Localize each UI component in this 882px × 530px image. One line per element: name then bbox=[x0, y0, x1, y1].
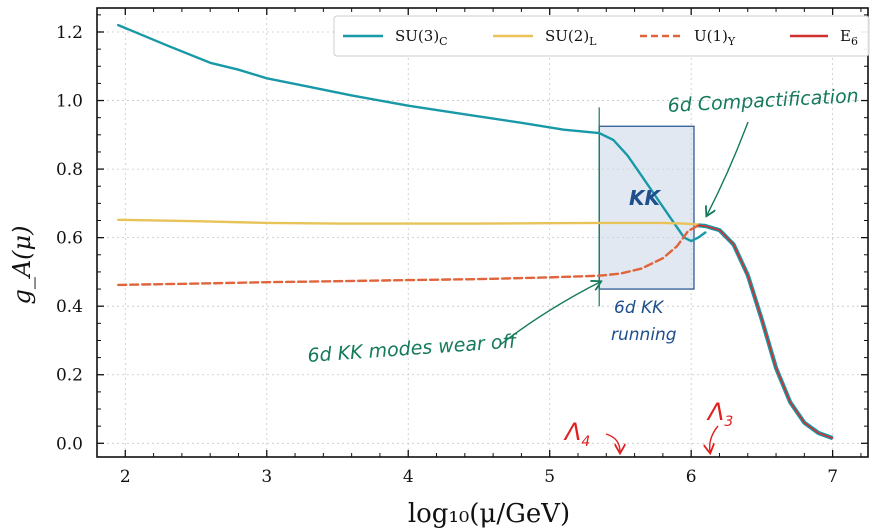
lambda3-sub: 3 bbox=[724, 414, 733, 430]
lambda4-sub: 4 bbox=[581, 434, 590, 450]
series-line-u1-y bbox=[117, 224, 700, 287]
plot-frame bbox=[96, 7, 869, 458]
y-tick-label: 0.4 bbox=[56, 297, 83, 317]
modes-wear-off-label: 6d KK modes wear off bbox=[307, 330, 519, 367]
legend-sub-su2: L bbox=[589, 35, 597, 48]
series-layer bbox=[117, 23, 834, 441]
x-axis-label: log₁₀(μ/GeV) bbox=[408, 499, 570, 529]
legend-label-u1: U(1)Y bbox=[694, 27, 736, 48]
legend-sub-u1: Y bbox=[727, 35, 736, 48]
lambda3-symbol: Λ bbox=[706, 398, 724, 426]
legend-sub-e6: 6 bbox=[851, 35, 858, 48]
annotations: KK 6d Compactification 6d KK running 6d … bbox=[307, 85, 859, 452]
y-axis-label: g_A(μ) bbox=[8, 225, 36, 304]
legend-sub-su3: C bbox=[439, 35, 447, 48]
series-line-su3-c bbox=[117, 23, 707, 243]
series-line-e-6 bbox=[697, 224, 834, 439]
lambda4-symbol: Λ bbox=[563, 418, 581, 446]
x-tick-label: 4 bbox=[403, 467, 414, 487]
x-tick-label: 6 bbox=[686, 467, 697, 487]
y-tick-label: 1.2 bbox=[56, 23, 83, 43]
lambda3-arrow bbox=[710, 425, 719, 452]
kk-box-label: KK bbox=[629, 186, 661, 210]
kk-running-label-1: 6d KK bbox=[614, 298, 665, 318]
y-tick-label: 1.0 bbox=[56, 92, 83, 112]
legend-name-su3: SU(3) bbox=[395, 27, 439, 45]
x-tick-label: 3 bbox=[261, 467, 272, 487]
y-tick-label: 0.2 bbox=[56, 366, 83, 386]
modes-wear-off-arrow bbox=[499, 282, 600, 346]
legend: SU(3)C SU(2)L U(1)Y E6 bbox=[333, 15, 870, 57]
lambda3-label: Λ3 bbox=[706, 398, 733, 430]
kk-region-layer bbox=[598, 107, 695, 307]
lambda4-label: Λ4 bbox=[563, 418, 590, 450]
ticks: 2 3 4 5 6 7 0.0 0.2 0.4 0.6 0.8 1.0 1.2 bbox=[56, 8, 868, 487]
compactification-arrow bbox=[707, 121, 749, 215]
legend-name-su2: SU(2) bbox=[545, 27, 589, 45]
legend-label-su2: SU(2)L bbox=[545, 27, 597, 48]
legend-name-u1: U(1) bbox=[694, 27, 728, 45]
y-tick-label: 0.6 bbox=[56, 229, 83, 249]
compactification-label: 6d Compactification bbox=[667, 85, 859, 117]
series-line-su2-l bbox=[117, 218, 700, 226]
kk-running-label-2: running bbox=[611, 325, 677, 345]
y-tick-label: 0.8 bbox=[56, 160, 83, 180]
y-axis-label-group: g_A(μ) bbox=[8, 225, 36, 304]
legend-name-e6: E bbox=[840, 27, 851, 45]
x-tick-label: 5 bbox=[544, 467, 555, 487]
x-tick-label: 7 bbox=[827, 467, 838, 487]
legend-label-e6: E6 bbox=[840, 27, 858, 48]
grid bbox=[97, 8, 868, 457]
legend-box bbox=[333, 15, 870, 57]
lambda4-arrow bbox=[605, 433, 620, 452]
y-tick-label: 0.0 bbox=[56, 434, 83, 454]
legend-label-su3: SU(3)C bbox=[395, 27, 448, 48]
x-tick-label: 2 bbox=[120, 467, 131, 487]
